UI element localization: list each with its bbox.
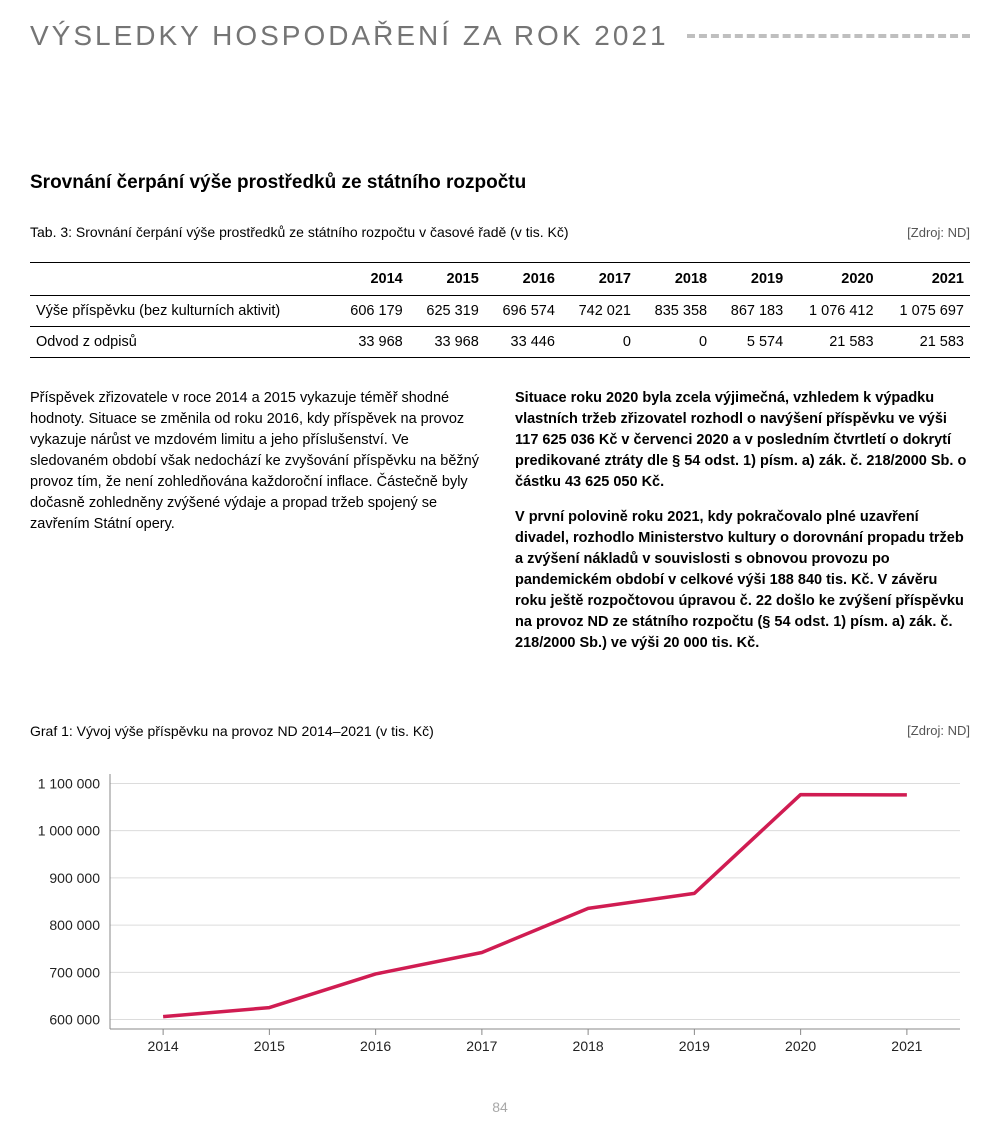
table-caption: Tab. 3: Srovnání čerpání výše prostředků… [30,224,568,240]
header-title: VÝSLEDKY HOSPODAŘENÍ ZA ROK 2021 [30,20,669,52]
svg-text:900 000: 900 000 [49,870,100,886]
table-column-header [30,263,333,296]
table-cell: 21 583 [789,327,879,358]
table-source: [Zdroj: ND] [907,225,970,240]
svg-text:2021: 2021 [891,1038,922,1054]
svg-text:700 000: 700 000 [49,965,100,981]
table-cell: 742 021 [561,296,637,327]
table-column-header: 2018 [637,263,713,296]
table-column-header: 2021 [880,263,970,296]
chart-source: [Zdroj: ND] [907,723,970,739]
table-column-header: 2019 [713,263,789,296]
svg-text:2014: 2014 [148,1038,179,1054]
svg-text:2017: 2017 [466,1038,497,1054]
table-cell: 33 968 [333,327,409,358]
table-header-row: 20142015201620172018201920202021 [30,263,970,296]
section-heading: Srovnání čerpání výše prostředků ze stát… [30,172,970,194]
page-header: VÝSLEDKY HOSPODAŘENÍ ZA ROK 2021 [30,20,970,52]
svg-text:2016: 2016 [360,1038,391,1054]
table-cell: 696 574 [485,296,561,327]
table-row: Odvod z odpisů33 96833 96833 446005 5742… [30,327,970,358]
table-row: Výše příspěvku (bez kulturních aktivit)6… [30,296,970,327]
table-cell: 33 446 [485,327,561,358]
table-cell: 0 [637,327,713,358]
body-columns: Příspěvek zřizovatele v roce 2014 a 2015… [30,388,970,668]
table-cell: 867 183 [713,296,789,327]
table-column-header: 2016 [485,263,561,296]
header-divider [687,34,970,38]
body-right-p1: Situace roku 2020 byla zcela výjimečná, … [515,388,970,493]
table-column-header: 2014 [333,263,409,296]
body-left-col: Příspěvek zřizovatele v roce 2014 a 2015… [30,388,485,668]
body-right-col: Situace roku 2020 byla zcela výjimečná, … [515,388,970,668]
body-right-p2: V první polovině roku 2021, kdy pokračov… [515,507,970,654]
table-column-header: 2015 [409,263,485,296]
table-cell: 835 358 [637,296,713,327]
table-column-header: 2020 [789,263,879,296]
svg-text:1 000 000: 1 000 000 [38,823,100,839]
svg-text:1 100 000: 1 100 000 [38,776,100,792]
svg-text:2020: 2020 [785,1038,816,1054]
table-column-header: 2017 [561,263,637,296]
chart-caption-row: Graf 1: Vývoj výše příspěvku na provoz N… [30,723,970,739]
chart-caption: Graf 1: Vývoj výše příspěvku na provoz N… [30,723,434,739]
svg-text:2019: 2019 [679,1038,710,1054]
line-chart: 600 000 700 000 800 000 900 000 1 000 000 1 1… [30,764,970,1064]
page-number: 84 [30,1099,970,1115]
table-cell: Výše příspěvku (bez kulturních aktivit) [30,296,333,327]
table-cell: 625 319 [409,296,485,327]
table-cell: Odvod z odpisů [30,327,333,358]
chart-svg: 600 000 700 000 800 000 900 000 1 000 000 1 1… [30,764,970,1064]
svg-text:2015: 2015 [254,1038,285,1054]
table-cell: 5 574 [713,327,789,358]
table-cell: 1 075 697 [880,296,970,327]
table-cell: 33 968 [409,327,485,358]
svg-text:800 000: 800 000 [49,917,100,933]
table-cell: 606 179 [333,296,409,327]
table-caption-row: Tab. 3: Srovnání čerpání výše prostředků… [30,224,970,240]
table-cell: 0 [561,327,637,358]
table-cell: 21 583 [880,327,970,358]
table-cell: 1 076 412 [789,296,879,327]
data-table: 20142015201620172018201920202021 Výše př… [30,262,970,358]
svg-text:600 000: 600 000 [49,1012,100,1028]
body-left-p1: Příspěvek zřizovatele v roce 2014 a 2015… [30,388,485,535]
svg-text:2018: 2018 [573,1038,604,1054]
table-body: Výše příspěvku (bez kulturních aktivit)6… [30,296,970,358]
